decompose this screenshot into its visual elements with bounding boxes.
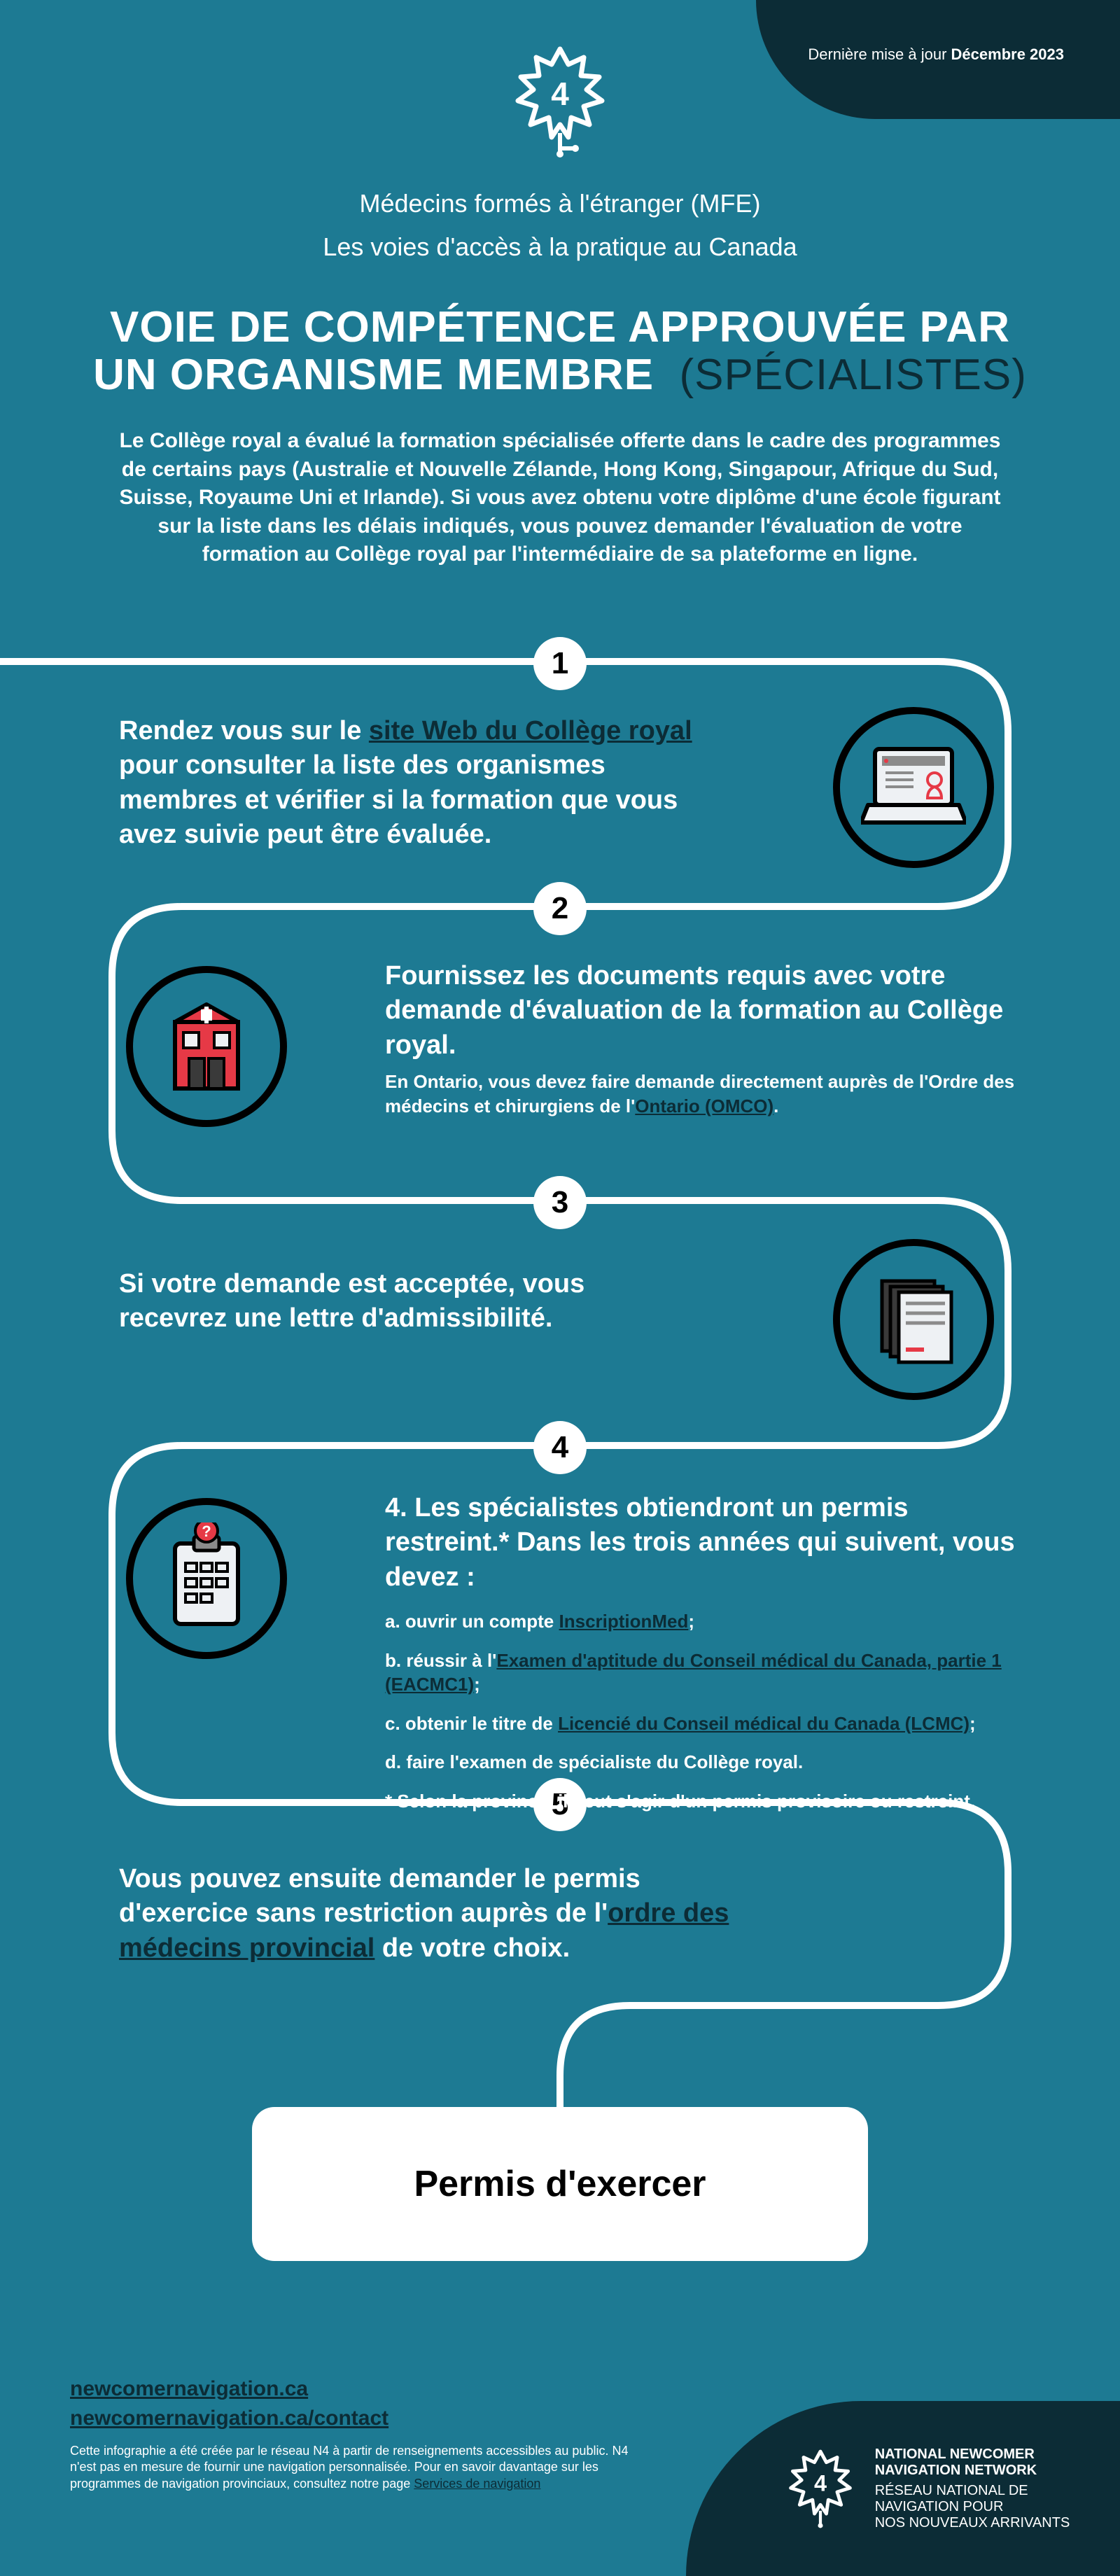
step-badge-3: 3 [533, 1176, 587, 1229]
update-prefix: Dernière mise à jour [808, 46, 951, 63]
title-line2b: (SPÉCIALISTES) [680, 351, 1027, 399]
checklist-icon: ? [126, 1498, 287, 1659]
step-5-post: de votre choix. [374, 1933, 570, 1963]
footer-left: newcomernavigation.ca newcomernavigation… [70, 2377, 630, 2492]
footer-link-1[interactable]: newcomernavigation.ca [70, 2377, 630, 2401]
step-2-sub-post: . [774, 1096, 778, 1116]
final-permit-box: Permis d'exercer [252, 2107, 868, 2261]
intro-paragraph: Le Collège royal a évalué la formation s… [112, 427, 1008, 569]
title-line1: VOIE DE COMPÉTENCE APPROUVÉE PAR [110, 303, 1010, 351]
step-1-text: Rendez vous sur le site Web du Collège r… [119, 714, 728, 853]
step-1-link[interactable]: site Web du Collège royal [369, 716, 692, 746]
step-2-sub-link[interactable]: Ontario (OMCO) [635, 1096, 774, 1116]
title-line2a: UN ORGANISME MEMBRE [93, 351, 654, 399]
step-badge-2: 2 [533, 882, 587, 935]
step-badge-1: 1 [533, 637, 587, 690]
svg-text:4: 4 [551, 76, 569, 112]
laptop-icon [833, 707, 994, 868]
step-2-sub: En Ontario, vous devez faire demande dir… [385, 1070, 1029, 1119]
step-4-main: 4. Les spécialistes obtiendront un permi… [385, 1493, 1015, 1592]
step-4-c-link[interactable]: Licencié du Conseil médical du Canada (L… [558, 1713, 969, 1734]
step-3-text: Si votre demande est acceptée, vous rece… [119, 1267, 693, 1336]
svg-text:?: ? [202, 1522, 211, 1540]
footer-disclaimer: Cette infographie a été créée par le rés… [70, 2443, 630, 2492]
step-2-text: Fournissez les documents requis avec vot… [385, 959, 1029, 1119]
step-4-c: c. obtenir le titre de Licencié du Conse… [385, 1712, 1036, 1736]
svg-text:4: 4 [814, 2471, 827, 2496]
step-4-a: a. ouvrir un compte InscriptionMed; [385, 1610, 1036, 1634]
update-date: Décembre 2023 [951, 46, 1064, 63]
step-3-main: Si votre demande est acceptée, vous rece… [119, 1269, 584, 1333]
subtitle-1: Médecins formés à l'étranger (MFE) [0, 189, 1120, 218]
footer: newcomernavigation.ca newcomernavigation… [0, 2338, 1120, 2576]
subtitle-2: Les voies d'accès à la pratique au Canad… [0, 232, 1120, 262]
footer-corner: 4 NATIONAL NEWCOMER NAVIGATION NETWORK R… [686, 2401, 1120, 2576]
footer-disclaimer-link[interactable]: Services de navigation [414, 2477, 540, 2491]
step-4-a-link[interactable]: InscriptionMed [559, 1611, 689, 1632]
step-4-text: 4. Les spécialistes obtiendront un permi… [385, 1491, 1036, 1814]
main-title: VOIE DE COMPÉTENCE APPROUVÉE PAR UN ORGA… [0, 304, 1120, 399]
step-4-note: * Selon la province, il peut s'agir d'un… [385, 1790, 1036, 1814]
footer-brand: 4 NATIONAL NEWCOMER NAVIGATION NETWORK R… [785, 2446, 1070, 2531]
step-1-post: pour consulter la liste des organismes m… [119, 750, 678, 849]
footer-link-2[interactable]: newcomernavigation.ca/contact [70, 2407, 630, 2430]
last-updated-label: Dernière mise à jour Décembre 2023 [808, 46, 1064, 64]
step-2-main: Fournissez les documents requis avec vot… [385, 961, 1003, 1060]
step-5-text: Vous pouvez ensuite demander le permis d… [119, 1862, 749, 1966]
step-4-b: b. réussir à l'Examen d'aptitude du Cons… [385, 1649, 1036, 1697]
step-1-pre: Rendez vous sur le [119, 716, 369, 746]
step-4-d: d. faire l'examen de spécialiste du Coll… [385, 1751, 1036, 1774]
n4-logo-footer: 4 [785, 2446, 855, 2530]
document-icon [833, 1239, 994, 1400]
heading-block: Médecins formés à l'étranger (MFE) Les v… [0, 189, 1120, 569]
n4-logo: 4 [511, 42, 609, 164]
step-5-pre: Vous pouvez ensuite demander le permis d… [119, 1864, 640, 1928]
step-badge-4: 4 [533, 1421, 587, 1474]
hospital-icon [126, 966, 287, 1127]
footer-brand-text: NATIONAL NEWCOMER NAVIGATION NETWORK RÉS… [875, 2446, 1070, 2531]
